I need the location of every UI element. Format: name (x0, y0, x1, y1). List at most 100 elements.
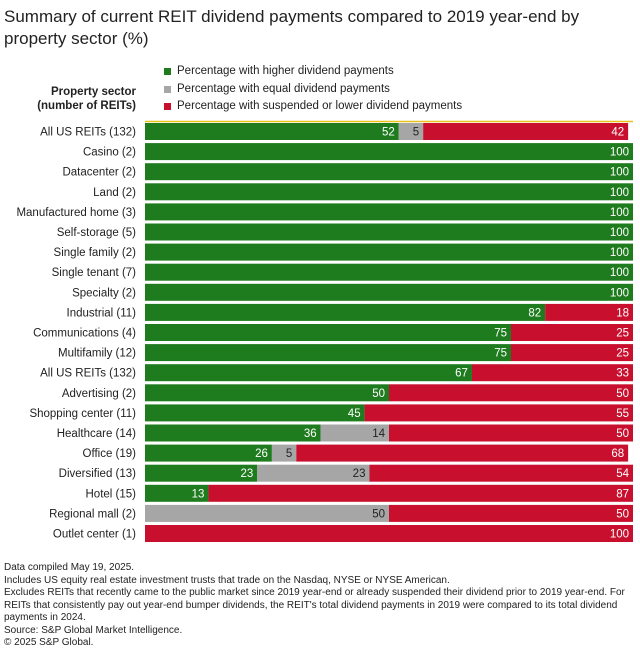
value-label-higher-self-storage-5-5: 100 (610, 227, 629, 239)
category-label-specialty-2-8: Specialty (2) (72, 287, 136, 299)
chart-notes: Data compiled May 19, 2025. Includes US … (4, 562, 636, 650)
bar-lower-healthcare-14-15 (389, 424, 633, 442)
value-label-higher-all-us-reits-132-0: 52 (382, 127, 395, 139)
bar-lower-communications-4-10 (511, 324, 633, 341)
value-label-equal-office-19-16: 5 (286, 448, 292, 460)
bar-higher-land-2-3 (145, 183, 633, 201)
bar-higher-single-family-2-6 (145, 243, 633, 261)
value-label-higher-casino-2-1: 100 (610, 147, 629, 159)
bar-lower-all-us-reits-132-12 (471, 364, 633, 382)
value-label-lower-communications-4-10: 25 (616, 328, 629, 340)
legend-swatch-higher (164, 67, 171, 75)
bar-lower-shopping-center-11-14 (364, 404, 633, 422)
bar-higher-shopping-center-11-14 (145, 404, 365, 422)
y-axis-title-line2: (number of REITs) (37, 100, 136, 112)
value-label-higher-office-19-16: 26 (255, 448, 268, 460)
category-label-manufactured-home-3-4: Manufactured home (3) (16, 207, 136, 219)
value-label-lower-all-us-reits-132-12: 33 (616, 368, 629, 380)
value-label-higher-datacenter-2-2: 100 (610, 167, 629, 179)
bar-higher-hotel-15-18 (145, 484, 209, 502)
category-label-datacenter-2-2: Datacenter (2) (62, 167, 136, 179)
category-label-all-us-reits-132-12: All US REITs (132) (40, 368, 136, 380)
value-label-higher-specialty-2-8: 100 (610, 287, 629, 299)
value-label-lower-outlet-center-1-20: 100 (610, 529, 629, 541)
value-label-higher-land-2-3: 100 (610, 187, 629, 199)
value-label-higher-single-tenant-7-7: 100 (610, 267, 629, 279)
value-label-lower-regional-mall-2-19: 50 (616, 508, 629, 520)
note-excludes: Excludes REITs that recently came to the… (4, 587, 625, 623)
value-label-lower-office-19-16: 68 (611, 448, 624, 460)
value-label-lower-healthcare-14-15: 50 (616, 428, 629, 440)
legend-label-equal: Percentage with equal dividend payments (177, 83, 390, 95)
category-label-diversified-13-17: Diversified (13) (59, 468, 136, 480)
bar-higher-single-tenant-7-7 (145, 263, 633, 281)
value-label-lower-diversified-13-17: 54 (616, 468, 629, 480)
legend-item-equal: Percentage with equal dividend payments (164, 82, 390, 96)
value-label-higher-diversified-13-17: 23 (240, 468, 253, 480)
value-label-lower-hotel-15-18: 87 (616, 488, 629, 500)
value-label-equal-all-us-reits-132-0: 5 (413, 127, 419, 139)
bar-lower-industrial-11-9 (545, 303, 633, 321)
value-label-higher-shopping-center-11-14: 45 (348, 408, 361, 420)
bar-higher-self-storage-5-5 (145, 223, 633, 241)
category-label-office-19-16: Office (19) (83, 448, 137, 460)
category-label-hotel-15-18: Hotel (15) (86, 488, 137, 500)
category-label-all-us-reits-132-0: All US REITs (132) (40, 127, 136, 139)
bar-equal-regional-mall-2-19 (145, 504, 389, 522)
category-label-industrial-11-9: Industrial (11) (67, 307, 137, 319)
category-label-multifamily-12-11: Multifamily (12) (58, 348, 136, 360)
value-label-higher-industrial-11-9: 82 (528, 307, 541, 319)
category-label-shopping-center-11-14: Shopping center (11) (29, 408, 136, 420)
bar-equal-healthcare-14-15 (320, 424, 389, 442)
category-label-advertising-2-13: Advertising (2) (62, 388, 136, 400)
bar-higher-casino-2-1 (145, 143, 633, 161)
value-label-higher-advertising-2-13: 50 (372, 388, 385, 400)
value-label-lower-multifamily-12-11: 25 (616, 348, 629, 360)
bar-higher-diversified-13-17 (145, 464, 258, 482)
note-includes: Includes US equity real estate investmen… (4, 574, 450, 586)
category-label-single-tenant-7-7: Single tenant (7) (52, 267, 137, 279)
bar-higher-all-us-reits-132-12 (145, 364, 472, 382)
bar-higher-office-19-16 (145, 444, 272, 462)
bar-lower-advertising-2-13 (389, 384, 633, 402)
legend-swatch-lower (164, 102, 171, 110)
legend-swatch-equal (164, 85, 171, 93)
y-axis-title-line1: Property sector (50, 86, 136, 98)
bar-higher-datacenter-2-2 (145, 163, 633, 181)
bar-higher-healthcare-14-15 (145, 424, 321, 442)
note-copyright: © 2025 S&P Global. (4, 637, 94, 648)
category-label-regional-mall-2-19: Regional mall (2) (49, 508, 136, 520)
category-label-single-family-2-6: Single family (2) (54, 247, 137, 259)
category-label-casino-2-1: Casino (2) (83, 147, 136, 159)
value-label-higher-all-us-reits-132-12: 67 (455, 368, 468, 380)
value-label-higher-hotel-15-18: 13 (192, 488, 205, 500)
bar-lower-outlet-center-1-20 (145, 525, 633, 542)
bar-higher-multifamily-12-11 (145, 344, 511, 362)
bar-higher-all-us-reits-132-0 (145, 123, 399, 140)
bar-higher-industrial-11-9 (145, 303, 546, 321)
bar-higher-specialty-2-8 (145, 283, 633, 301)
value-label-lower-shopping-center-11-14: 55 (616, 408, 629, 420)
value-label-equal-diversified-13-17: 23 (353, 468, 366, 480)
bar-equal-diversified-13-17 (257, 464, 370, 482)
note-data-compiled: Data compiled May 19, 2025. (4, 562, 135, 573)
bar-lower-diversified-13-17 (369, 464, 633, 482)
value-label-higher-manufactured-home-3-4: 100 (610, 207, 629, 219)
legend-item-higher: Percentage with higher dividend payments (164, 64, 394, 78)
bar-higher-manufactured-home-3-4 (145, 203, 633, 221)
value-label-equal-healthcare-14-15: 14 (372, 428, 385, 440)
category-label-self-storage-5-5: Self-storage (5) (57, 227, 136, 239)
category-label-healthcare-14-15: Healthcare (14) (57, 428, 136, 440)
value-label-higher-healthcare-14-15: 36 (304, 428, 317, 440)
bar-equal-office-19-16 (271, 444, 297, 462)
legend-item-lower: Percentage with suspended or lower divid… (164, 99, 462, 113)
chart-title: Summary of current REIT dividend payment… (4, 7, 580, 48)
bar-lower-office-19-16 (296, 444, 629, 462)
y-axis-title: Property sector (number of REITs) (4, 85, 136, 113)
bar-lower-multifamily-12-11 (511, 344, 633, 362)
note-source: Source: S&P Global Market Intelligence. (4, 624, 183, 636)
bar-higher-communications-4-10 (145, 324, 511, 341)
value-label-lower-advertising-2-13: 50 (616, 388, 629, 400)
bar-higher-advertising-2-13 (145, 384, 389, 402)
